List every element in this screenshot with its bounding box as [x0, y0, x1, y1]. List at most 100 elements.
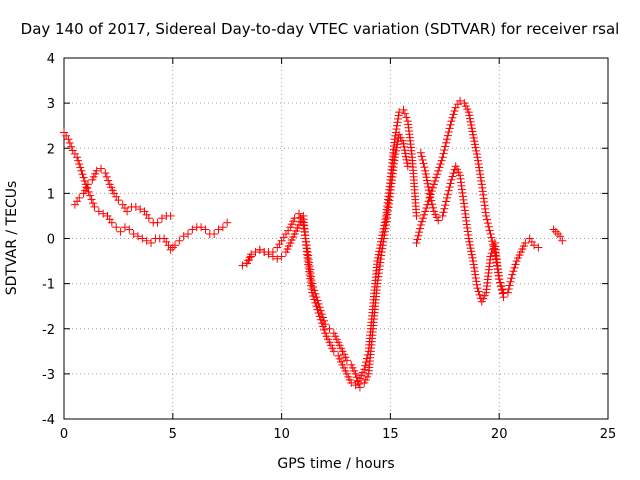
data-point [438, 211, 447, 220]
data-point [378, 244, 387, 253]
data-point [442, 193, 451, 202]
axis-ticks [63, 57, 609, 420]
data-point [75, 193, 84, 202]
data-point [89, 199, 98, 208]
x-tick-label: 20 [491, 427, 508, 442]
data-point [314, 299, 323, 308]
data-point [421, 166, 430, 175]
data-point [300, 231, 309, 240]
data-point [470, 267, 479, 276]
data-point [317, 310, 326, 319]
data-point [353, 376, 362, 385]
data-point [131, 202, 140, 211]
data-point [273, 254, 282, 263]
data-point [312, 293, 321, 302]
y-tick-label: -2 [42, 323, 55, 338]
data-point [277, 236, 286, 245]
data-point [466, 117, 475, 126]
data-point [361, 361, 370, 370]
data-point [402, 113, 411, 122]
data-point [417, 217, 426, 226]
data-point [423, 179, 432, 188]
data-point [429, 203, 438, 212]
data-point [162, 237, 171, 246]
data-point [448, 172, 457, 181]
data-point [105, 215, 114, 224]
data-point [153, 218, 162, 227]
data-point [473, 153, 482, 162]
data-point [391, 131, 400, 140]
data-point [321, 320, 330, 329]
data-point [441, 142, 450, 151]
y-tick-label: -1 [42, 278, 55, 293]
data-point [399, 105, 408, 114]
data-point [166, 211, 175, 220]
data-point [473, 156, 482, 165]
data-point [472, 280, 481, 289]
x-tick-label: 5 [169, 427, 177, 442]
data-point [75, 160, 84, 169]
data-point [303, 244, 312, 253]
data-point [90, 202, 99, 211]
data-point [378, 241, 387, 250]
x-tick-label: 10 [273, 427, 290, 442]
data-point [210, 229, 219, 238]
data-point [465, 240, 474, 249]
data-point [102, 172, 111, 181]
data-point [64, 135, 73, 144]
data-point [443, 190, 452, 199]
data-point [147, 239, 156, 248]
data-point [442, 138, 451, 147]
data-point [530, 241, 539, 250]
data-point [556, 232, 565, 241]
data-point [420, 163, 429, 172]
data-point [83, 184, 92, 193]
data-point [472, 150, 481, 159]
data-point [379, 237, 388, 246]
data-point [446, 179, 455, 188]
data-point [73, 197, 82, 206]
data-point [420, 210, 429, 219]
data-point [447, 175, 456, 184]
data-point [297, 217, 306, 226]
data-point [440, 146, 449, 155]
data-point [474, 287, 483, 296]
data-point [380, 227, 389, 236]
data-point [474, 160, 483, 169]
data-point [465, 111, 474, 120]
data-point [475, 163, 484, 172]
data-point [434, 166, 443, 175]
data-point [472, 277, 481, 286]
data-point [120, 223, 129, 232]
data-point [391, 150, 400, 159]
data-point [427, 196, 436, 205]
data-point [400, 109, 409, 118]
data-point [467, 247, 476, 256]
data-point [138, 234, 147, 243]
data-point [120, 204, 129, 213]
data-point [437, 156, 446, 165]
data-point [511, 260, 520, 269]
data-point [377, 248, 386, 257]
y-tick-label: 2 [47, 142, 55, 157]
data-point [296, 213, 305, 222]
data-point [451, 103, 460, 112]
data-point [470, 140, 479, 149]
data-point [506, 277, 515, 286]
data-point [469, 260, 478, 269]
data-point [275, 240, 284, 249]
data-point [123, 207, 132, 216]
data-point [290, 214, 299, 223]
data-point [470, 263, 479, 272]
data-point [469, 130, 478, 139]
data-point [101, 169, 110, 178]
x-tick-label: 0 [60, 427, 68, 442]
data-point [435, 163, 444, 172]
data-point [471, 270, 480, 279]
y-tick-label: 0 [47, 233, 55, 248]
data-point [308, 279, 317, 288]
y-tick-label: -4 [42, 413, 55, 428]
data-point [354, 380, 363, 389]
data-point [418, 155, 427, 164]
x-axis-label: GPS time / hours [277, 456, 395, 472]
